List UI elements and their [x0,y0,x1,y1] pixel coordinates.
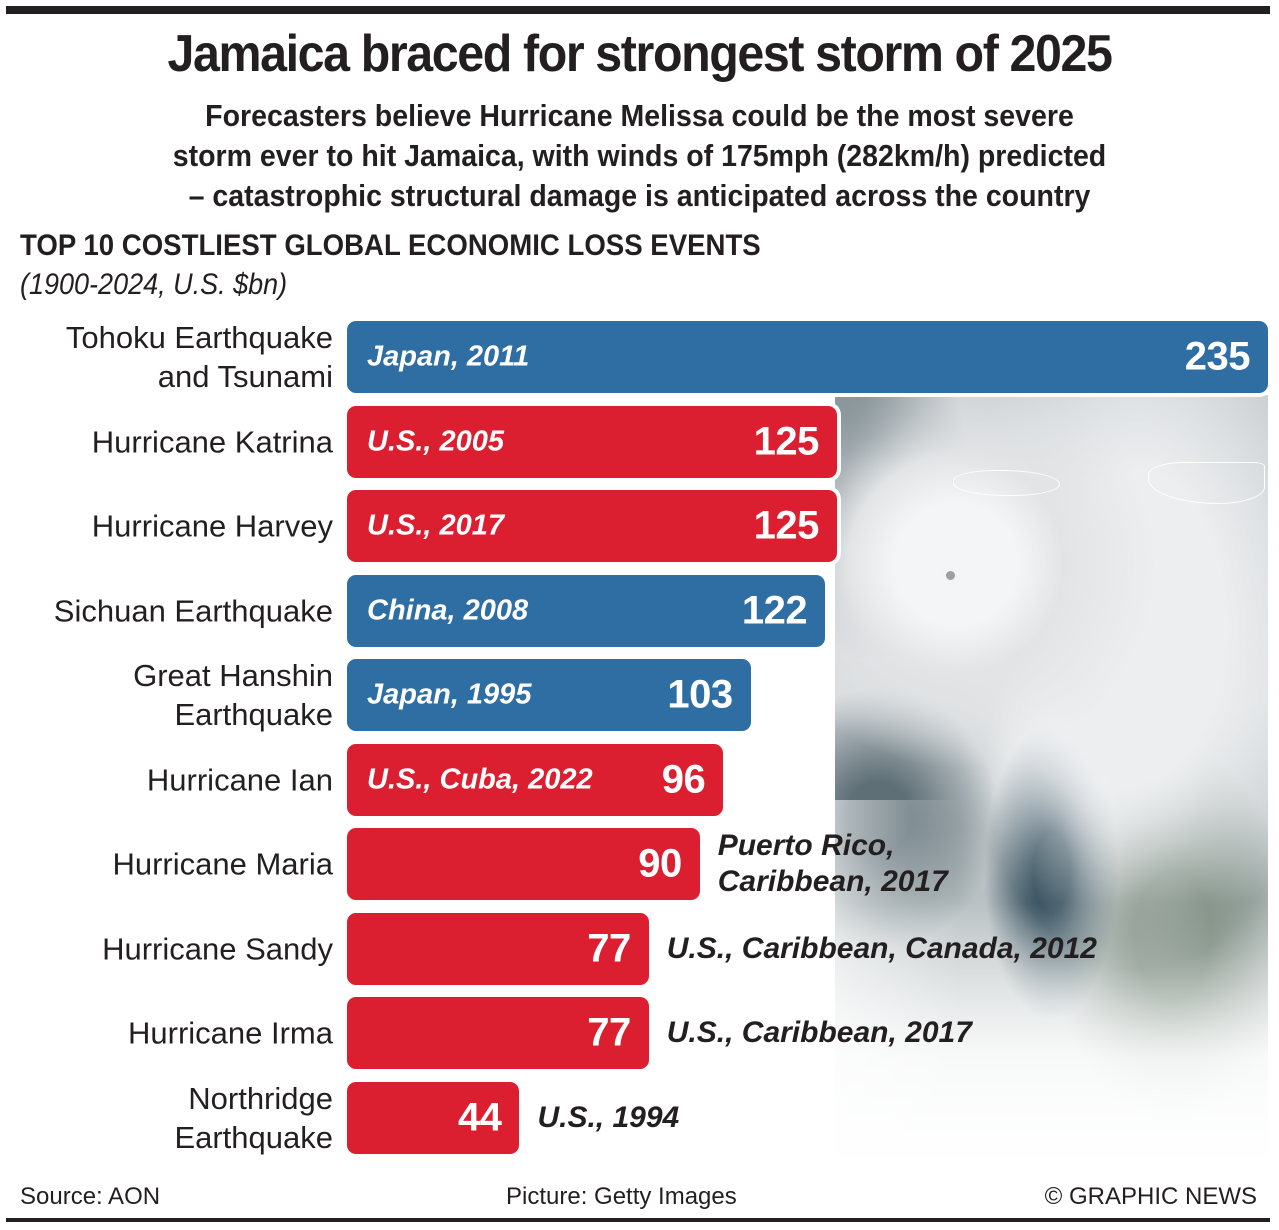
category-label: Hurricane Sandy [0,929,333,968]
category-label-line: Hurricane Sandy [102,931,333,966]
bar-location-label: U.S., Caribbean, Canada, 2012 [667,931,1097,967]
category-label-line: Sichuan Earthquake [53,593,333,628]
bar-value-label: 103 [667,672,733,717]
category-label-line: Hurricane Ian [146,762,333,797]
subtitle-line: storm ever to hit Jamaica, with winds of… [172,138,1107,173]
chart-row: Hurricane Katrina 125 U.S., 2005 [0,405,1279,478]
bottom-rule [6,1218,1270,1222]
category-label-line: Great Hanshin [133,658,333,693]
bar: 90 [347,828,700,900]
bar-location-line: Puerto Rico, [717,829,895,862]
chart-row: Tohoku Earthquake and Tsunami 235 Japan, 20… [0,318,1279,396]
category-label: Hurricane Ian [0,760,333,799]
bar-value-label: 77 [587,1010,631,1055]
bar: 44 [347,1081,520,1154]
bar-value-label: 125 [753,503,820,548]
subtitle-line: – catastrophic structural damage is anti… [188,178,1091,213]
footer-picture-credit: Picture: Getty Images [506,1183,737,1210]
chart-row: Northridge Earthquake 44 U.S., 1994 [0,1079,1279,1157]
bar: 122 China, 2008 [347,574,826,647]
category-label: Tohoku Earthquake and Tsunami [0,318,333,396]
bar: 77 [347,912,649,985]
bar-location-label: U.S., Caribbean, 2017 [667,1015,972,1051]
chart-row: Hurricane Irma 77 U.S., Caribbean, 2017 [0,997,1279,1069]
category-label-line: Northridge [188,1080,333,1116]
chart-row: Hurricane Maria 90 Puerto Rico, Caribbean, … [0,828,1279,900]
subtitle-line: Forecasters believe Hurricane Melissa co… [205,98,1074,133]
category-label: Hurricane Irma [0,1014,333,1053]
chart-row: Great Hanshin Earthquake 103 Japan, 1995 [0,656,1279,734]
bar: 96 U.S., Cuba, 2022 [347,743,724,816]
bar-location-line: U.S., 1994 [537,1100,680,1134]
category-label: Northridge Earthquake [0,1079,333,1157]
bar-location-line: U.S., Caribbean, Canada, 2012 [666,931,1097,965]
bar-value-label: 96 [661,757,706,801]
bar-location-label: Japan, 2011 [367,340,530,373]
bar-location-label: Puerto Rico, Caribbean, 2017 [718,828,948,900]
bar-location-label: U.S., 1994 [537,1100,679,1136]
category-label: Hurricane Maria [0,845,333,884]
subtitle: Forecasters believe Hurricane Melissa co… [51,96,1228,216]
chart-title: TOP 10 COSTLIEST GLOBAL ECONOMIC LOSS EV… [20,229,761,262]
category-label: Sichuan Earthquake [0,591,333,630]
bar: 125 U.S., 2017 [347,490,837,562]
bar-value-label: 235 [1184,334,1251,379]
bar-value-label: 90 [638,841,682,886]
bar-location-label: U.S., 2017 [367,509,505,542]
category-label: Great Hanshin Earthquake [0,656,333,734]
bar-location-line: U.S., Caribbean, 2017 [666,1016,972,1049]
bar: 125 U.S., 2005 [347,405,837,478]
bar-value-label: 125 [753,419,820,463]
footer-copyright: © GRAPHIC NEWS [1044,1183,1257,1210]
chart-row: Hurricane Harvey 125 U.S., 2017 [0,490,1279,562]
bar-location-line: Caribbean, 2017 [717,865,948,898]
page-title: Jamaica braced for strongest storm of 20… [167,25,1113,83]
category-label: Hurricane Katrina [0,422,333,461]
category-label-line: Hurricane Harvey [91,508,333,544]
category-label-line: Hurricane Katrina [91,424,333,459]
chart-subtitle: (1900-2024, U.S. $bn) [20,268,288,301]
chart-row: Hurricane Ian 96 U.S., Cuba, 2022 [0,743,1279,816]
top-rule [6,6,1270,14]
category-label-line: Hurricane Maria [112,846,333,882]
bar-location-label: U.S., 2005 [367,425,505,457]
bar: 235 Japan, 2011 [347,321,1268,393]
bar-location-label: Japan, 1995 [367,678,532,711]
category-label-line: Hurricane Irma [128,1015,333,1051]
category-label: Hurricane Harvey [0,507,333,546]
bar-location-label: U.S., Cuba, 2022 [367,763,593,795]
category-label-line: Earthquake [174,1119,333,1155]
bar-value-label: 44 [457,1095,502,1139]
chart-row: Sichuan Earthquake 122 China, 2008 [0,574,1279,647]
category-label-line: and Tsunami [157,359,333,394]
category-label-line: Earthquake [174,697,333,732]
category-label-line: Tohoku Earthquake [65,320,333,355]
chart-row: Hurricane Sandy 77 U.S., Caribbean, Canada… [0,912,1279,985]
bar: 103 Japan, 1995 [347,659,751,731]
bar-location-label: China, 2008 [367,594,529,626]
bar-value-label: 77 [587,926,631,970]
bar-value-label: 122 [741,588,808,632]
footer-source: Source: AON [20,1183,161,1210]
bar: 77 [347,997,649,1069]
